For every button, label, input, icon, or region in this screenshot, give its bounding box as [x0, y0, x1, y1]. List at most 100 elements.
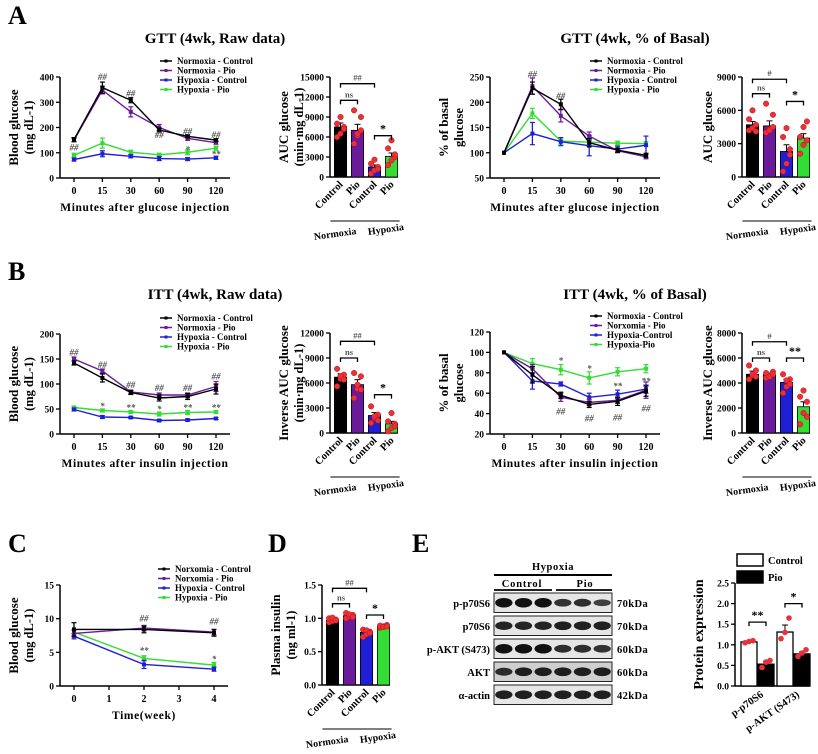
data-point	[100, 376, 105, 380]
y-tick-label: 5	[49, 649, 54, 659]
x-axis-label: Minutes after glucose injection	[490, 202, 659, 214]
data-point	[128, 390, 133, 395]
legend-label: Normoxia - Control	[177, 313, 253, 323]
y-tick-label: 0	[49, 683, 54, 693]
significance-label: *	[372, 601, 378, 615]
y-axis-label-units: (ng ml-1)	[284, 611, 298, 660]
bar	[745, 373, 760, 434]
y-tick-label: 0	[319, 430, 324, 440]
legend-marker	[164, 316, 168, 320]
data-point	[644, 153, 648, 158]
blot-band	[573, 690, 592, 700]
legend-label: Hypoxia - Pio	[607, 85, 660, 95]
data-point	[185, 150, 190, 155]
legend-label: Norxomia - Pio	[175, 574, 234, 584]
x-axis-label: Minutes after glucose injection	[60, 202, 229, 214]
x-tick-label: 0	[72, 186, 77, 197]
data-point	[157, 412, 162, 416]
data-point	[142, 662, 146, 667]
y-axis-label-units: (mg dL-1)	[22, 357, 36, 411]
individual-data-point	[767, 657, 773, 664]
significance-bracket	[373, 135, 393, 140]
panel-letter-c: C	[8, 529, 27, 558]
data-point	[587, 134, 592, 139]
significance-label: **	[789, 344, 801, 358]
y-tick-label: 0.5	[717, 662, 729, 672]
significance-label: ns	[757, 347, 766, 357]
significance-label: ##	[353, 330, 362, 340]
x-tick-label: 120	[209, 186, 224, 197]
data-point	[558, 113, 563, 118]
y-axis-label-units: (min·mg dL-1)	[292, 344, 306, 423]
individual-data-point	[795, 653, 801, 660]
individual-data-point	[354, 381, 361, 388]
significance-label: *	[791, 590, 797, 604]
data-point	[157, 396, 162, 400]
legend-label: Hypoxia - Control	[177, 332, 247, 342]
blot-row-label: p70S6	[463, 622, 490, 633]
blot-strip	[493, 592, 613, 613]
x-tick-label: 60	[154, 186, 164, 197]
y-tick-label: 300	[40, 99, 55, 109]
panel-letter-e: E	[412, 529, 429, 558]
y-tick-label: 1.5	[717, 621, 729, 631]
x-axis-label: Minutes after insulin injection	[492, 458, 659, 470]
title-gtt-raw: GTT (4wk, Raw data)	[145, 31, 286, 47]
series-line-1	[503, 84, 647, 158]
individual-data-point	[385, 418, 392, 425]
blot-band	[554, 621, 572, 631]
individual-data-point	[746, 116, 753, 123]
blot-band	[495, 690, 513, 700]
x-tick-label: 3	[177, 694, 182, 705]
data-point	[72, 357, 76, 361]
individual-data-point	[778, 635, 784, 642]
data-point	[214, 146, 218, 151]
x-tick-label: 30	[556, 186, 566, 197]
legend-label: Control	[768, 556, 803, 567]
significance-bracket	[339, 99, 359, 105]
significance-bracket	[331, 587, 368, 593]
data-point	[128, 109, 133, 114]
significance-label: ##	[125, 88, 136, 98]
blot-band	[554, 644, 572, 653]
legend-marker	[594, 59, 598, 63]
y-axis-label: % of basal	[436, 353, 451, 413]
legend-label: Normoxia - Control	[607, 311, 683, 321]
data-point	[558, 102, 563, 107]
legend-label: Normoxia - Control	[607, 56, 683, 66]
y-tick-label: 0.0	[304, 682, 316, 692]
data-point	[212, 667, 216, 672]
individual-data-point	[769, 371, 776, 378]
data-point	[185, 418, 190, 422]
data-point	[142, 656, 146, 661]
data-point	[157, 156, 162, 161]
data-point	[72, 627, 76, 632]
blot-band	[495, 643, 513, 654]
significance-label: ##	[612, 413, 623, 423]
legend-marker	[594, 314, 598, 318]
data-point	[587, 395, 592, 400]
x-tick-label: 1	[107, 694, 112, 705]
significance-bracket	[751, 357, 771, 362]
x-category-label: Control	[313, 179, 345, 211]
series-line-3	[503, 112, 647, 154]
x-category-label: Control	[725, 179, 757, 211]
data-point	[530, 111, 535, 116]
series-line-3	[73, 406, 217, 415]
legend-marker	[594, 69, 598, 72]
individual-data-point	[371, 413, 378, 420]
individual-data-point	[351, 140, 358, 147]
bar	[342, 615, 357, 686]
x-tick-label: 60	[584, 442, 594, 453]
legend-marker	[594, 78, 598, 82]
significance-label: *	[100, 401, 105, 411]
individual-data-point	[763, 100, 770, 107]
legend-label: Hypoxia - Control	[177, 75, 247, 85]
y-tick-label: 15000	[300, 74, 324, 84]
individual-data-point	[800, 141, 807, 148]
significance-label: ##	[182, 126, 193, 136]
title-itt-raw: ITT (4wk, Raw data)	[148, 287, 283, 303]
bar	[359, 631, 374, 686]
individual-data-point	[746, 376, 753, 383]
y-tick-label: 200	[470, 99, 485, 109]
